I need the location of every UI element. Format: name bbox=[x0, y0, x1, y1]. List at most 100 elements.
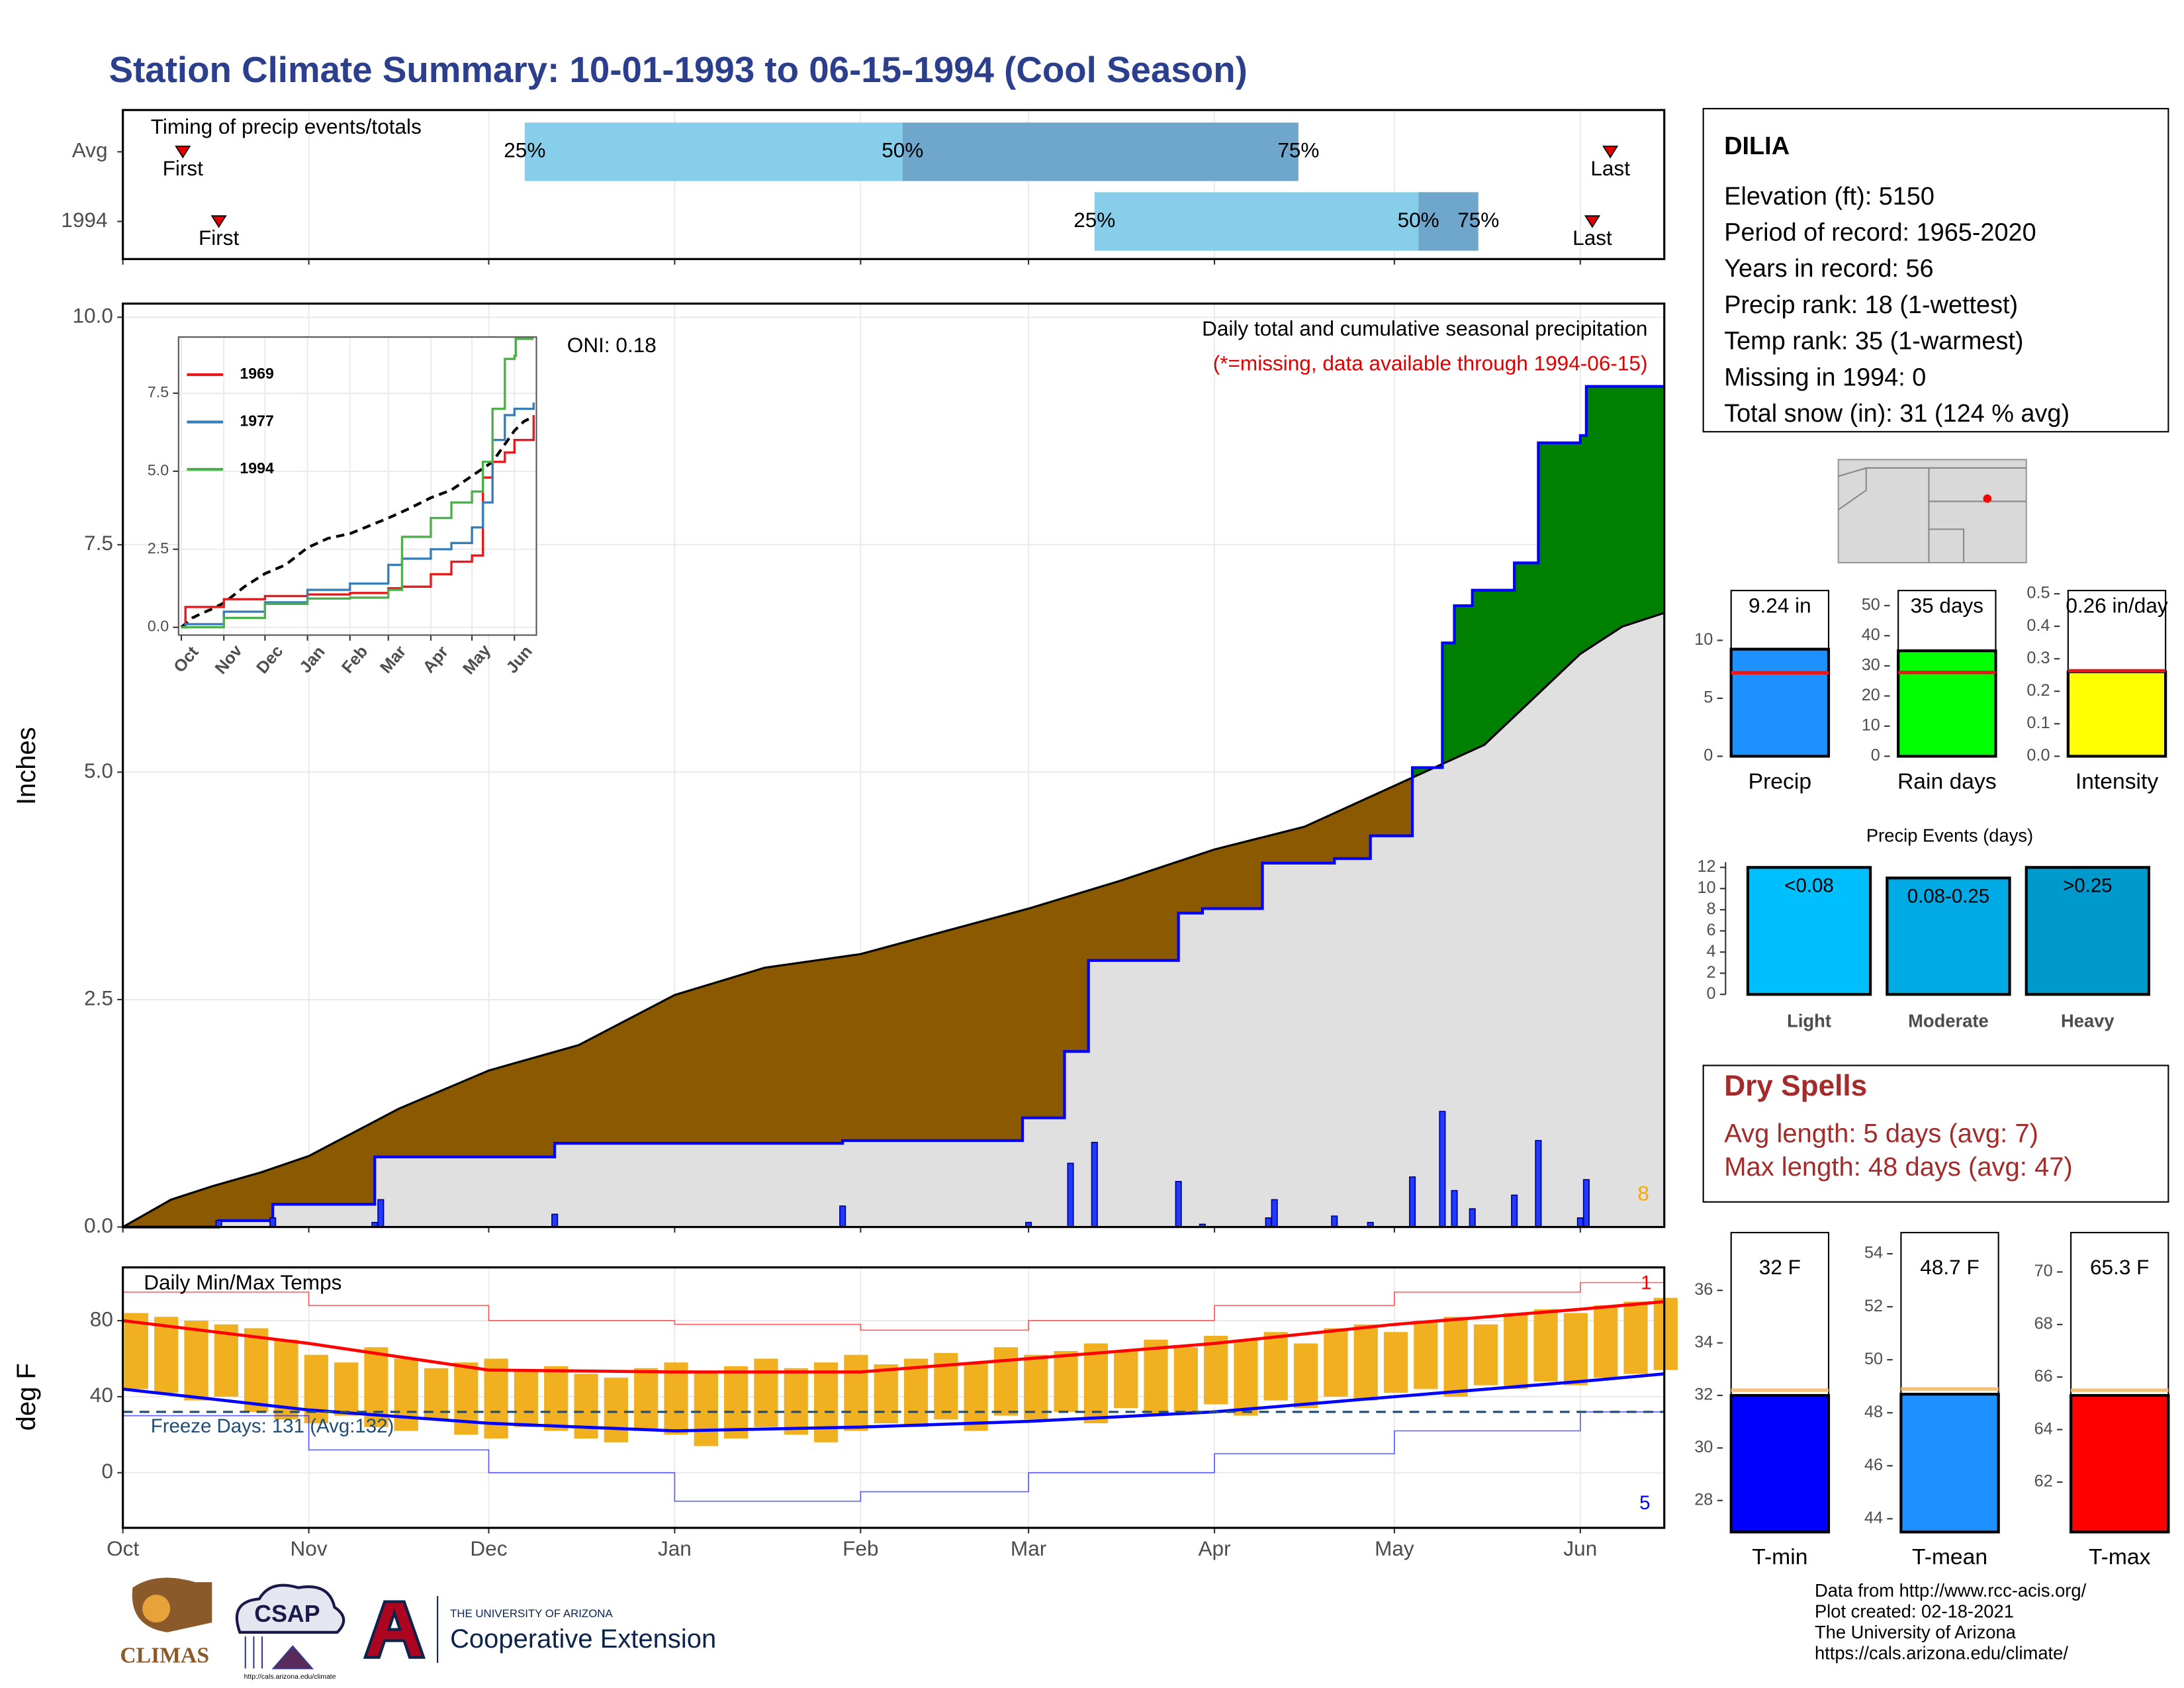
y-tick-label: 0.1 bbox=[2026, 714, 2050, 732]
temp-bar bbox=[184, 1321, 208, 1401]
record-max-line bbox=[122, 1276, 1665, 1331]
missing-note: (*=missing, data available through 1994-… bbox=[1213, 352, 1648, 375]
station-line: Total snow (in): 31 (124 % avg) bbox=[1724, 400, 2070, 428]
temp-bar bbox=[1083, 1343, 1109, 1424]
panel-border bbox=[122, 303, 1666, 1229]
y-tick-label: 68 bbox=[2034, 1315, 2053, 1333]
y-tick-label: 0 bbox=[1704, 746, 1713, 765]
inset-border bbox=[177, 336, 537, 636]
daily-bar bbox=[1265, 1217, 1272, 1228]
y-tick-label: 5 bbox=[1704, 688, 1713, 707]
y-tick-label: 2.5 bbox=[84, 986, 113, 1009]
temp-bar bbox=[214, 1324, 238, 1397]
summary-bar bbox=[1899, 1393, 2000, 1534]
temp-bar bbox=[784, 1368, 808, 1435]
y-tick-label: 8 bbox=[1707, 900, 1716, 918]
y-tick-label: 5.0 bbox=[148, 461, 169, 479]
page-title: Station Climate Summary: 10-01-1993 to 0… bbox=[109, 49, 1248, 90]
temp-bar bbox=[844, 1354, 868, 1431]
climas-logo: CLIMAS bbox=[120, 1577, 212, 1667]
y-tick-label: 32 bbox=[1694, 1385, 1713, 1404]
x-tick-label: Heavy bbox=[2061, 1011, 2115, 1031]
temp-bar bbox=[1414, 1321, 1438, 1389]
temp-bar bbox=[934, 1352, 958, 1420]
y-tick-label: 50 bbox=[1864, 1350, 1883, 1368]
timing-bar-lower bbox=[1094, 192, 1419, 251]
event-label: First bbox=[199, 226, 240, 250]
y-tick-label: 66 bbox=[2034, 1367, 2053, 1385]
daily-bar bbox=[1535, 1140, 1542, 1228]
dry-spells-line: Max length: 48 days (avg: 47) bbox=[1724, 1152, 2073, 1182]
timing-bar-upper bbox=[902, 122, 1298, 181]
y-tick-label: 52 bbox=[1864, 1297, 1883, 1315]
y-tick-label: 2 bbox=[1707, 963, 1716, 982]
dry-spells-box bbox=[1702, 1064, 2169, 1203]
ua-a bbox=[363, 1600, 426, 1659]
y-tick-label: 80 bbox=[90, 1307, 113, 1331]
temps-title: Daily Min/Max Temps bbox=[144, 1270, 341, 1294]
daily-bar bbox=[551, 1213, 559, 1228]
y-tick-label: 28 bbox=[1694, 1490, 1713, 1509]
value-label: 65.3 F bbox=[2090, 1255, 2149, 1279]
temp-bar bbox=[724, 1366, 749, 1439]
temp-bar bbox=[124, 1313, 148, 1389]
temp-bar bbox=[1473, 1324, 1498, 1385]
y-tick-label: 70 bbox=[2034, 1262, 2053, 1280]
event-marker bbox=[175, 146, 191, 159]
timing-bar-lower bbox=[524, 122, 903, 181]
value-label: 32 F bbox=[1759, 1255, 1801, 1279]
events-title: Precip Events (days) bbox=[1866, 825, 2033, 846]
station-line: Precip rank: 18 (1-wettest) bbox=[1724, 291, 2018, 319]
daily-bar bbox=[1091, 1141, 1098, 1228]
y-tick-label: 2.5 bbox=[148, 539, 169, 557]
daily-bar bbox=[1331, 1215, 1338, 1228]
y-tick-label: 30 bbox=[1862, 656, 1880, 675]
y-tick-label: 48 bbox=[1864, 1403, 1883, 1421]
daily-bar bbox=[1271, 1199, 1278, 1228]
temp-bar bbox=[154, 1317, 179, 1393]
summary-bar bbox=[2066, 670, 2167, 758]
y-tick-label: 7.5 bbox=[148, 383, 169, 400]
temp-bar bbox=[964, 1362, 988, 1431]
x-tick-label: Dec bbox=[470, 1536, 507, 1560]
avg-max-line bbox=[122, 1299, 1664, 1374]
temp-bar bbox=[604, 1378, 629, 1442]
x-tick-label: Jun bbox=[1563, 1536, 1597, 1560]
percentile-label: 50% bbox=[882, 138, 923, 162]
x-tick-label: Light bbox=[1787, 1011, 1831, 1031]
x-tick-label: Moderate bbox=[1908, 1011, 1989, 1031]
timing-title: Timing of precip events/totals bbox=[151, 115, 422, 138]
event-label: Last bbox=[1590, 156, 1630, 180]
percentile-label: 75% bbox=[1277, 138, 1319, 162]
category-label: Intensity bbox=[2075, 769, 2159, 794]
temp-bar bbox=[634, 1368, 659, 1431]
legend-label: 1994 bbox=[240, 459, 274, 477]
y-tick-label: 0.0 bbox=[148, 618, 169, 635]
daily-bar bbox=[1409, 1176, 1416, 1228]
event-label: Last bbox=[1572, 226, 1612, 250]
summary-bar bbox=[2069, 1393, 2170, 1534]
station-name: DILIA bbox=[1724, 132, 1790, 160]
station-line: Period of record: 1965-2020 bbox=[1724, 218, 2036, 246]
station-line: Elevation (ft): 5150 bbox=[1724, 183, 1934, 211]
y-tick-label: 40 bbox=[90, 1383, 113, 1407]
daily-bar bbox=[1067, 1162, 1074, 1228]
university-name: THE UNIVERSITY OF ARIZONA bbox=[450, 1607, 613, 1620]
percentile-label: 25% bbox=[1073, 208, 1115, 232]
daily-bar bbox=[269, 1217, 277, 1228]
extension-name: Cooperative Extension bbox=[450, 1624, 716, 1654]
record-low-count: 5 bbox=[1639, 1492, 1650, 1514]
temp-bar bbox=[244, 1328, 269, 1412]
record-min-line bbox=[122, 1400, 1665, 1502]
category-label: T-mean bbox=[1912, 1545, 1987, 1570]
y-tick-label: 44 bbox=[1864, 1509, 1883, 1527]
y-axis-title: Inches bbox=[12, 727, 41, 805]
series-line bbox=[181, 338, 534, 629]
record-high-count: 1 bbox=[1641, 1272, 1651, 1294]
y-tick-label: 6 bbox=[1707, 921, 1716, 939]
y-tick-label: 54 bbox=[1864, 1244, 1883, 1262]
csap-url: http://cals.arizona.edu/climate bbox=[244, 1673, 336, 1681]
temp-bar bbox=[394, 1358, 418, 1431]
inset-panel bbox=[178, 337, 537, 635]
csap-emblem bbox=[244, 1636, 314, 1669]
